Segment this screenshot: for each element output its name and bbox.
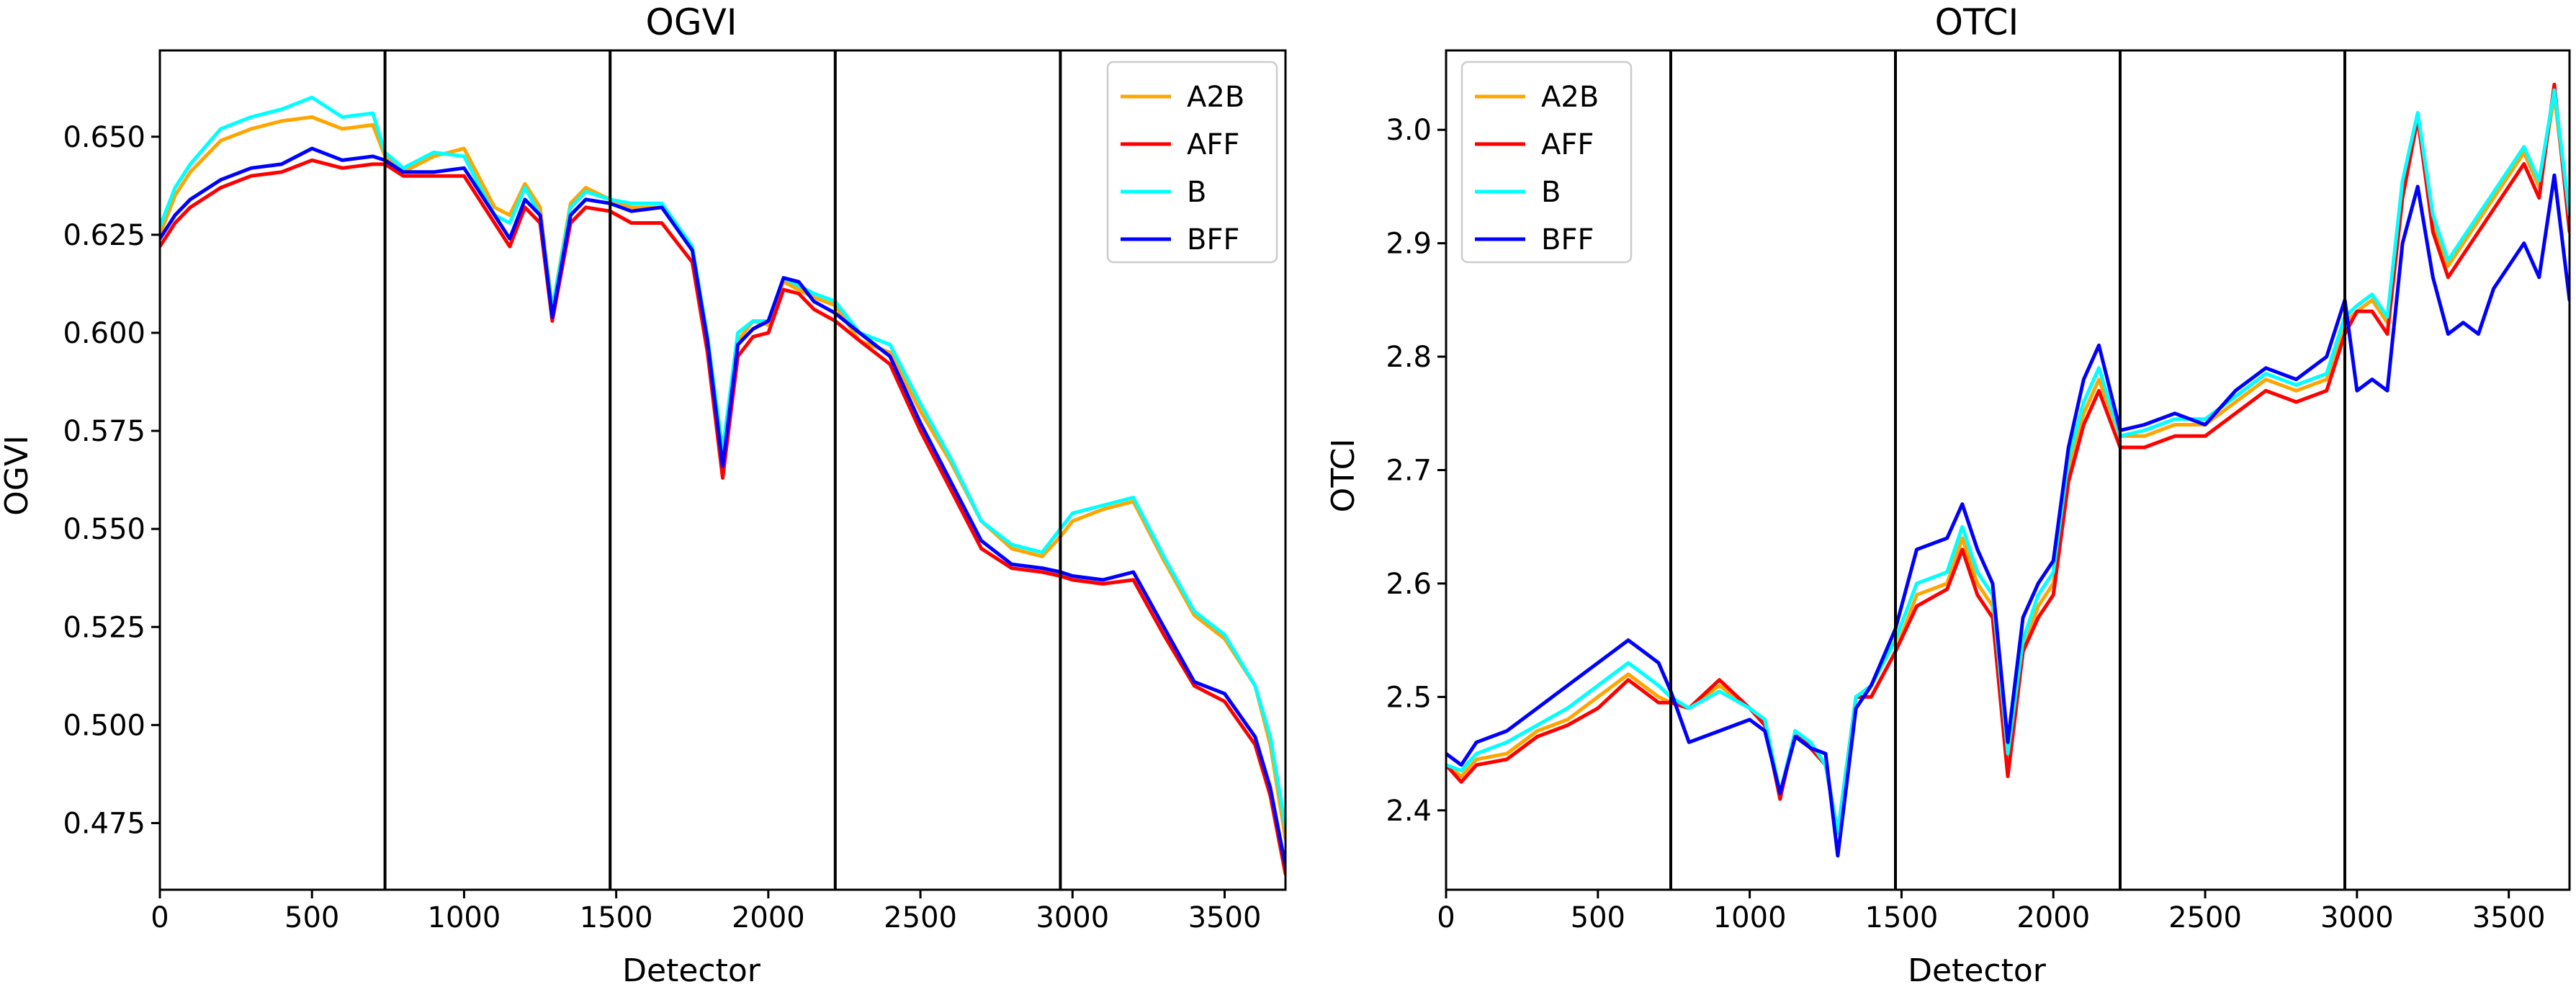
otci-legend: A2B AFF B BFF (1460, 61, 1633, 264)
ogvi-panel: OGVI Detector OGVI 0 500 1000 1500 2000 2500 3… (0, 1, 1287, 987)
otci-ytick-label: 2.6 (1386, 568, 1432, 601)
otci-xlabel: Detector (1908, 952, 2047, 987)
ogvi-legend-box (1106, 61, 1278, 264)
ogvi-ytick-label: 0.625 (63, 219, 145, 252)
otci-ytick-label: 2.8 (1386, 341, 1432, 374)
ogvi-ytick-label: 0.600 (63, 317, 145, 350)
otci-xtick-label: 0 (1437, 901, 1455, 934)
ogvi-ytick-label: 0.475 (63, 807, 145, 840)
ogvi-legend-label-b: B (1187, 176, 1206, 209)
ogvi-legend-label-a2b: A2B (1187, 81, 1244, 114)
ogvi-title: OGVI (645, 1, 737, 43)
ogvi-series-bff (160, 146, 1285, 868)
ogvi-ytick-label: 0.500 (63, 709, 145, 742)
otci-xtick-label: 3000 (2320, 901, 2394, 934)
otci-legend-box (1460, 61, 1633, 264)
ogvi-legend-label-aff: AFF (1187, 128, 1239, 161)
otci-ytick-label: 2.5 (1386, 681, 1432, 714)
ogvi-series-aff (160, 158, 1285, 876)
otci-xtick-label: 1500 (1865, 901, 1939, 934)
ogvi-legend: A2B AFF B BFF (1106, 61, 1278, 264)
ogvi-xtick-label: 3500 (1188, 901, 1262, 934)
ogvi-ytick-label: 0.575 (63, 415, 145, 448)
otci-ytick-label: 3.0 (1386, 114, 1432, 147)
otci-title: OTCI (1935, 1, 2019, 43)
ogvi-xtick-label: 2500 (884, 901, 957, 934)
otci-panel: OTCI Detector OTCI 0 500 1000 1500 2000 2500 3… (1325, 1, 2571, 987)
otci-ytick-label: 2.9 (1386, 228, 1432, 261)
otci-legend-label-b: B (1541, 176, 1561, 209)
ogvi-xlabel: Detector (622, 952, 761, 987)
ogvi-axes-frame (158, 49, 1287, 891)
otci-xtick-label: 1000 (1713, 901, 1787, 934)
ogvi-legend-label-bff: BFF (1187, 223, 1239, 256)
otci-xtick-label: 3500 (2472, 901, 2546, 934)
ogvi-ytick-label: 0.650 (63, 121, 145, 154)
otci-series-group (1446, 82, 2570, 858)
otci-legend-label-bff: BFF (1541, 223, 1594, 256)
ogvi-xtick-label: 1500 (580, 901, 653, 934)
ogvi-xtick-label: 500 (284, 901, 339, 934)
ogvi-xtick-label: 0 (151, 901, 169, 934)
otci-series-b (1446, 88, 2570, 835)
ogvi-ytick-label: 0.550 (63, 513, 145, 546)
otci-xtick-label: 2000 (2016, 901, 2090, 934)
ogvi-xtick-label: 1000 (428, 901, 501, 934)
otci-xtick-label: 500 (1571, 901, 1625, 934)
otci-ytick-label: 2.7 (1386, 455, 1432, 488)
otci-ylabel: OTCI (1325, 439, 1362, 513)
ogvi-ytick-label: 0.525 (63, 611, 145, 644)
ogvi-xtick-label: 3000 (1036, 901, 1109, 934)
otci-legend-label-a2b: A2B (1541, 81, 1599, 114)
ogvi-series-group (160, 95, 1285, 876)
otci-xtick-label: 2500 (2168, 901, 2242, 934)
otci-legend-label-aff: AFF (1541, 128, 1594, 161)
ogvi-xtick-label: 2000 (732, 901, 805, 934)
ogvi-ylabel: OGVI (0, 435, 35, 516)
otci-ytick-label: 2.4 (1386, 795, 1432, 828)
otci-series-bff (1446, 173, 2570, 858)
